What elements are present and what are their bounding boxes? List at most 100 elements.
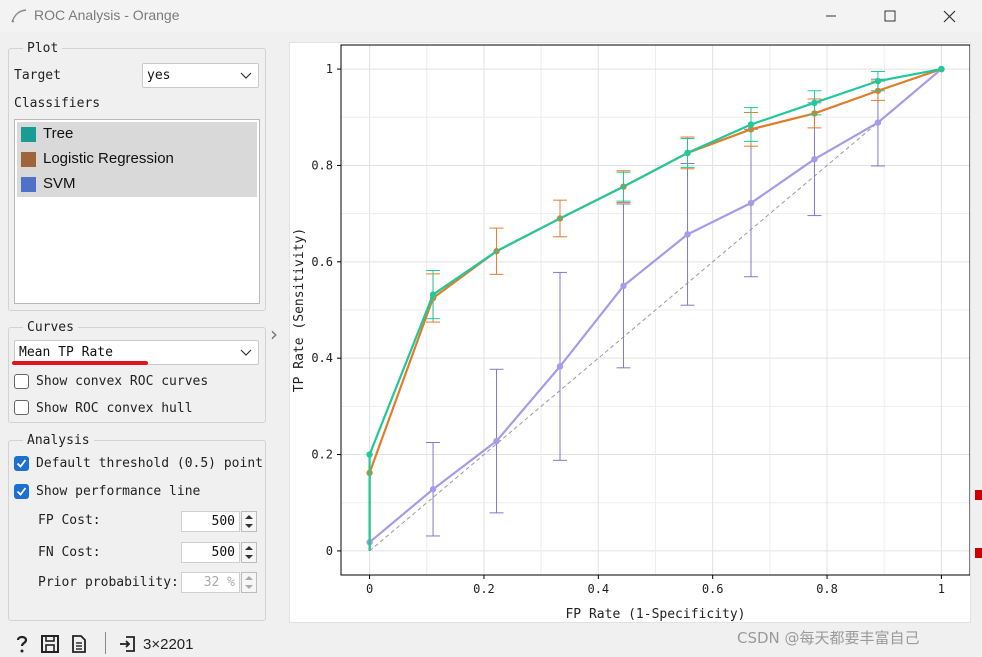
color-swatch: [21, 177, 36, 192]
target-select[interactable]: yes: [142, 63, 259, 88]
y-tick-label: 0.6: [311, 255, 333, 269]
y-tick-label: 0.8: [311, 158, 333, 172]
save-icon[interactable]: [40, 634, 60, 654]
plot-group-title: Plot: [23, 41, 63, 56]
convex-roc-label: Show convex ROC curves: [36, 374, 209, 389]
default-threshold-label: Default threshold (0.5) point: [36, 456, 263, 471]
target-value: yes: [147, 68, 171, 83]
chevron-down-icon: [240, 72, 252, 79]
roc-curve-point: [429, 486, 437, 493]
x-tick-label: 0.2: [473, 582, 495, 596]
x-tick-label: 0: [366, 582, 373, 596]
classifiers-list[interactable]: Tree Logistic Regression SVM: [14, 119, 260, 304]
performance-line-label: Show performance line: [36, 484, 201, 499]
close-button[interactable]: [926, 0, 972, 32]
roc-curve-point: [811, 99, 818, 107]
series-tree: [366, 65, 945, 551]
watermark-text: CSDN @每天都要丰富自己: [737, 629, 920, 647]
list-item-tree[interactable]: Tree: [17, 122, 257, 147]
performance-line-checkbox[interactable]: [14, 484, 29, 499]
maximize-icon: [884, 10, 896, 22]
title-bar: ROC Analysis - Orange: [0, 0, 982, 32]
footer-divider: [105, 632, 106, 654]
y-tick-label: 0.2: [311, 448, 333, 462]
series-layer: [366, 65, 945, 551]
minimize-icon: [826, 15, 836, 17]
prior-probability-spinbox[interactable]: 32 %: [181, 572, 258, 593]
list-item-logistic-regression[interactable]: Logistic Regression: [17, 147, 257, 172]
curves-group: Curves: [8, 320, 266, 423]
diagonal-reference-line: [369, 68, 942, 552]
color-swatch: [21, 152, 36, 167]
prior-probability-label: Prior probability:: [38, 575, 179, 590]
curve-type-select[interactable]: Mean TP Rate: [14, 340, 259, 365]
x-tick-label: 1: [938, 582, 945, 596]
roc-curve-point: [684, 231, 691, 238]
y-tick-label: 0: [326, 544, 333, 558]
chart-grid: [341, 45, 970, 575]
collapse-panel-arrow-icon[interactable]: ›: [270, 322, 278, 346]
prior-probability-value[interactable]: 32 %: [181, 572, 240, 593]
classifier-name: SVM: [43, 175, 76, 192]
spin-arrows[interactable]: [241, 572, 257, 593]
roc-curve-line: [368, 68, 942, 551]
spin-down-icon[interactable]: [245, 524, 253, 528]
spin-arrows[interactable]: [241, 542, 257, 563]
spin-up-icon[interactable]: [245, 546, 253, 550]
convex-roc-checkbox[interactable]: [14, 374, 29, 389]
roc-curve-line: [368, 68, 943, 544]
close-icon: [943, 10, 955, 22]
roc-chart[interactable]: 0 0.2 0.4 0.6 0.8 1 0 0.2 0.4 0.6 0.8 1 FP Rate (1-…: [290, 43, 971, 622]
roc-plot-panel[interactable]: 0 0.2 0.4 0.6 0.8 1 0 0.2 0.4 0.6 0.8 1 FP Rate (1-…: [289, 42, 971, 623]
fp-cost-value[interactable]: 500: [181, 511, 240, 532]
fn-cost-spinbox[interactable]: 500: [181, 542, 258, 563]
y-tick-label: 0.4: [311, 351, 333, 365]
classifiers-label: Classifiers: [14, 96, 101, 111]
input-data-icon: [120, 636, 135, 652]
roc-curve-point: [874, 119, 882, 126]
roc-curve-point: [493, 437, 500, 445]
roc-curve-point: [938, 65, 945, 73]
fp-cost-label: FP Cost:: [38, 513, 101, 528]
analysis-group-title: Analysis: [23, 433, 94, 448]
curves-group-title: Curves: [23, 320, 78, 335]
fn-cost-value[interactable]: 500: [181, 542, 240, 563]
default-threshold-checkbox[interactable]: [14, 456, 29, 471]
fp-cost-spinbox[interactable]: 500: [181, 511, 258, 532]
x-tick-label: 0.6: [702, 582, 724, 596]
spin-down-icon[interactable]: [245, 555, 253, 559]
x-axis-label: FP Rate (1-Specificity): [565, 607, 745, 622]
window-title: ROC Analysis - Orange: [34, 7, 180, 23]
series-svm: [366, 65, 945, 546]
edge-red-mark: [975, 548, 982, 558]
convex-hull-checkbox[interactable]: [14, 400, 29, 415]
spin-up-icon[interactable]: [245, 515, 253, 519]
classifier-name: Tree: [43, 125, 74, 142]
curve-type-value: Mean TP Rate: [19, 345, 113, 360]
orange-app-icon: [11, 9, 27, 23]
spin-up-icon[interactable]: [245, 576, 253, 580]
fn-cost-label: FN Cost:: [38, 545, 101, 560]
classifier-name: Logistic Regression: [43, 150, 174, 167]
checkmark-icon: [16, 459, 27, 468]
roc-curve-point: [684, 149, 691, 157]
axis-ticks: 0 0.2 0.4 0.6 0.8 1 0 0.2 0.4 0.6 0.8 1: [311, 62, 945, 596]
target-label: Target: [14, 68, 61, 83]
data-size-indicator: 3×2201: [143, 636, 194, 653]
roc-curve-point: [556, 363, 564, 370]
roc-curve-point: [747, 199, 755, 207]
list-item-svm[interactable]: SVM: [17, 172, 257, 197]
y-tick-label: 1: [326, 62, 333, 76]
minimize-button[interactable]: [808, 0, 854, 32]
maximize-button[interactable]: [867, 0, 913, 32]
x-tick-label: 0.4: [587, 582, 609, 596]
spin-down-icon[interactable]: [245, 585, 253, 589]
y-axis-label: TP Rate (Sensitivity): [292, 228, 307, 392]
edge-red-mark: [975, 490, 982, 500]
help-icon[interactable]: [12, 634, 32, 654]
color-swatch: [21, 127, 36, 142]
roc-curve-point: [747, 121, 755, 128]
spin-arrows[interactable]: [241, 511, 257, 532]
report-icon[interactable]: [69, 634, 89, 654]
